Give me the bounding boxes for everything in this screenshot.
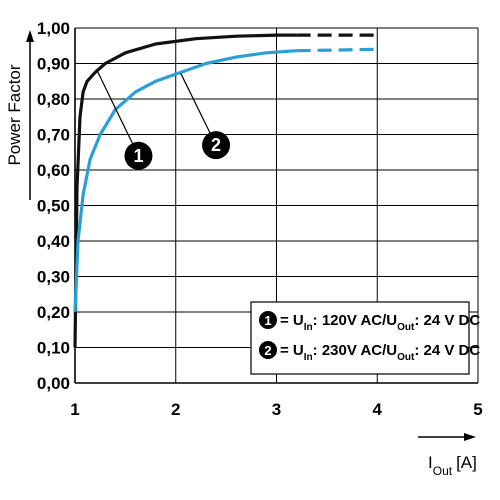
legend-entry-1: = UIn: 120V AC/UOut: 24 V DC	[280, 312, 480, 333]
legend: 1 = UIn: 120V AC/UOut: 24 V DC2 = UIn: 230…	[250, 301, 480, 375]
x-axis-title-main: I	[428, 453, 433, 472]
legend-subscript: Out	[397, 352, 415, 363]
legend-marker-label: 1	[264, 313, 271, 328]
y-tick-label: 0,90	[37, 55, 70, 74]
x-axis-title: IOut [A]	[428, 453, 477, 478]
legend-text-part: : 24 V DC	[414, 312, 480, 329]
y-tick-label: 0,80	[37, 90, 70, 109]
y-tick-labels: 0,00 0,10 0,20 0,30 0,40 0,50 0,60 0,70 0,80 0,90…	[37, 19, 70, 393]
legend-subscript: In	[304, 352, 313, 363]
legend-text-part: : 230V AC/U	[313, 342, 397, 359]
y-tick-label: 0,50	[37, 197, 70, 216]
y-tick-label: 0,30	[37, 268, 70, 287]
series-2-marker	[202, 131, 231, 160]
series-1-marker	[124, 141, 153, 170]
series-1-marker-label: 1	[133, 146, 143, 166]
series-markers: 12	[96, 70, 231, 170]
x-tick-label: 1	[70, 400, 79, 419]
y-tick-label: 1,00	[37, 19, 70, 38]
legend-text-part: = U	[280, 312, 304, 329]
series-2-marker-label: 2	[211, 135, 221, 155]
y-tick-label: 0,20	[37, 303, 70, 322]
series-lines	[73, 33, 378, 348]
x-tick-labels: 1 2 3 4 5	[70, 400, 482, 419]
x-axis-arrow	[418, 433, 476, 441]
series-2-dashed-line	[296, 47, 378, 53]
x-axis-title-unit: [A]	[456, 453, 477, 472]
y-tick-label: 0,00	[37, 374, 70, 393]
y-tick-label: 0,40	[37, 232, 70, 251]
x-tick-label: 4	[373, 400, 383, 419]
legend-text-part: : 24 V DC	[414, 342, 480, 359]
legend-box	[250, 301, 470, 375]
legend-text-part: : 120V AC/U	[313, 312, 397, 329]
x-tick-label: 3	[272, 400, 281, 419]
legend-marker-2	[259, 341, 277, 359]
series-1-leader-line	[96, 70, 140, 157]
y-tick-label: 0,70	[37, 126, 70, 145]
legend-marker-1	[259, 311, 277, 329]
series-2-line	[73, 49, 297, 313]
legend-subscript: Out	[397, 322, 415, 333]
legend-text-part: = U	[280, 342, 304, 359]
y-axis-arrow	[26, 30, 34, 200]
y-axis-title: Power Factor	[5, 64, 24, 165]
x-axis-title-sub: Out	[433, 464, 453, 478]
x-tick-label: 5	[473, 400, 482, 419]
y-tick-label: 0,60	[37, 161, 70, 180]
x-tick-label: 2	[171, 400, 180, 419]
legend-marker-label: 2	[264, 343, 271, 358]
legend-entry-2: = UIn: 230V AC/UOut: 24 V DC	[280, 342, 480, 363]
y-tick-label: 0,10	[37, 339, 70, 358]
series-1-line	[73, 33, 297, 348]
legend-subscript: In	[304, 322, 313, 333]
